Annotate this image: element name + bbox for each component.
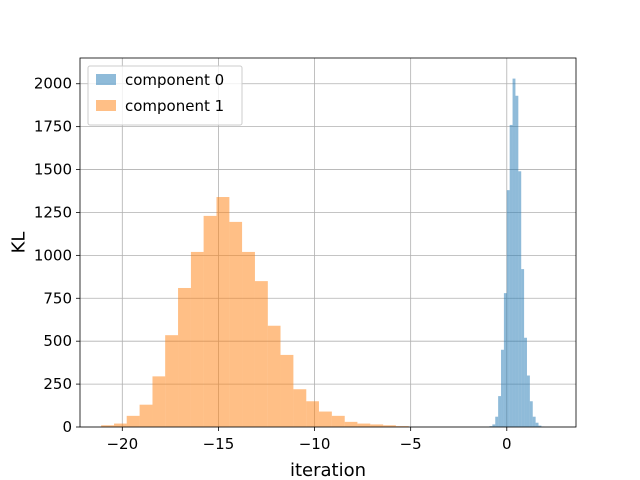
y-tick-label: 1500 — [34, 161, 72, 179]
bar-component-0 — [521, 269, 525, 427]
bar-component-1 — [383, 425, 396, 427]
legend-label-component-1: component 1 — [125, 97, 224, 115]
bar-component-0 — [518, 171, 522, 427]
bar-component-0 — [532, 416, 536, 427]
bar-component-1 — [370, 424, 384, 427]
bar-component-1 — [318, 411, 332, 427]
bar-component-0 — [529, 401, 533, 427]
bar-component-1 — [126, 415, 140, 427]
legend-swatch-component-1 — [96, 100, 116, 111]
x-tick-label: −15 — [203, 435, 235, 453]
y-tick-label: 2000 — [34, 75, 72, 93]
bar-component-1 — [114, 423, 127, 427]
legend: component 0 component 1 — [87, 65, 243, 126]
bar-component-1 — [178, 287, 191, 427]
y-tick-label: 750 — [43, 289, 72, 307]
bar-component-0 — [506, 190, 510, 427]
x-tick-label: −20 — [106, 435, 138, 453]
bar-component-1 — [293, 389, 307, 427]
bar-component-1 — [139, 404, 153, 427]
bar-component-1 — [203, 215, 217, 427]
bar-component-1 — [331, 415, 345, 427]
bar-component-0 — [526, 375, 530, 427]
bar-component-0 — [524, 337, 527, 427]
bar-component-0 — [509, 124, 513, 428]
bar-component-0 — [495, 416, 499, 427]
bar-component-0 — [538, 425, 542, 427]
x-axis-label: iteration — [290, 460, 366, 480]
bar-component-1 — [242, 251, 255, 427]
bar-component-0 — [489, 426, 493, 427]
bar-component-1 — [395, 426, 409, 427]
y-tick-label: 1750 — [34, 118, 72, 136]
y-tick-label: 500 — [43, 332, 72, 350]
bar-component-1 — [267, 325, 281, 427]
x-tick-label: −10 — [299, 435, 331, 453]
bar-component-0 — [512, 78, 516, 428]
axis-ticks: −20 −15 −10 −5 0 0 250 500 750 1000 1250 1500 1750 20… — [34, 75, 512, 453]
bar-component-0 — [515, 95, 519, 427]
bar-component-1 — [165, 335, 179, 427]
y-tick-label: 1000 — [34, 246, 72, 264]
bar-component-1 — [152, 376, 166, 427]
bar-component-1 — [357, 423, 371, 427]
bars — [101, 78, 545, 428]
x-tick-label: −5 — [400, 435, 422, 453]
y-tick-label: 1250 — [34, 203, 72, 221]
bar-component-1 — [216, 197, 230, 427]
y-tick-label: 0 — [62, 418, 72, 436]
bar-component-0 — [492, 424, 496, 427]
x-tick-label: 0 — [502, 435, 512, 453]
plot-frame — [79, 57, 577, 428]
bar-component-0 — [535, 422, 539, 427]
legend-label-component-0: component 0 — [125, 71, 224, 89]
y-tick-label: 250 — [43, 375, 72, 393]
y-axis-label: KL — [8, 232, 29, 254]
bar-component-1 — [229, 221, 243, 427]
bar-component-0 — [503, 293, 507, 427]
legend-swatch-component-0 — [96, 74, 116, 85]
legend-box — [87, 65, 243, 126]
bar-component-1 — [101, 425, 115, 427]
bar-component-1 — [344, 421, 358, 427]
bar-component-1 — [190, 251, 204, 427]
bar-component-0 — [501, 349, 504, 427]
bar-component-1 — [306, 401, 319, 427]
bar-component-0 — [498, 396, 502, 427]
bar-component-1 — [254, 281, 268, 427]
bar-component-1 — [280, 354, 294, 427]
